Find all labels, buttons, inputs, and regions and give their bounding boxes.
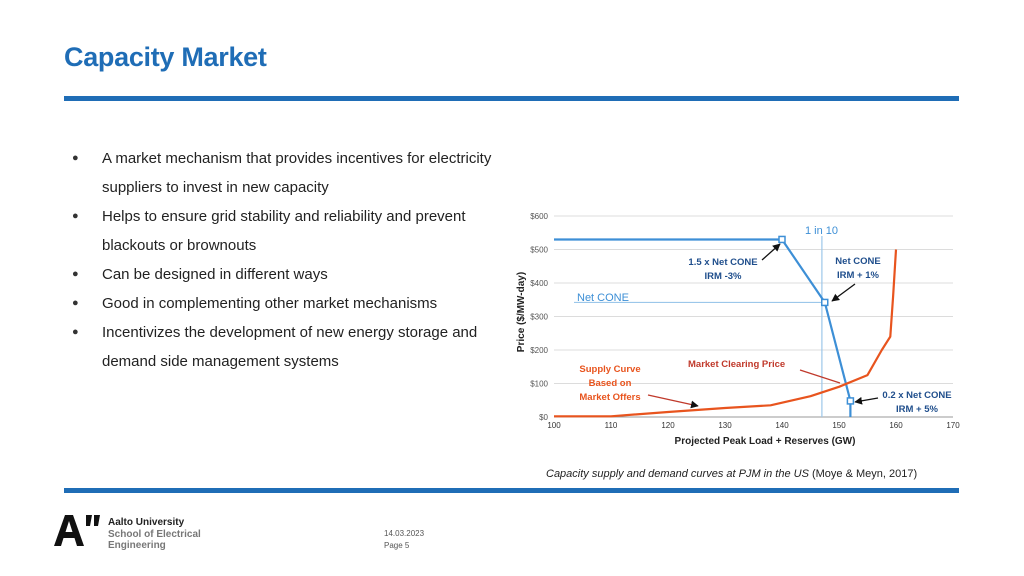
ref-label-net-cone: Net CONE [577,292,629,304]
arrow-net-cone [831,283,856,302]
y-axis-label: Price ($/MW-day) [516,272,527,352]
annotation-market-clearing-price: Market Clearing Price [688,359,785,370]
x-tick-label: 130 [718,421,732,430]
annotation-net-cone: Net CONE [835,256,880,267]
x-axis-label: Projected Peak Load + Reserves (GW) [675,436,856,447]
bullet-item: Helps to ensure grid stability and relia… [72,202,512,260]
bullet-item: A market mechanism that provides incenti… [72,144,512,202]
annotation-irm-plus-1: IRM + 1% [837,270,880,281]
y-tick-label: $500 [530,246,548,255]
slide-date: 14.03.2023 [384,529,425,538]
annotation-1-5x-net-cone: 1.5 x Net CONE [688,257,757,268]
university-name-block: Aalto University School of Electrical En… [108,517,201,552]
school-name-line-2: Engineering [108,540,166,551]
annotation-0-2x-net-cone: 0.2 x Net CONE [882,390,951,401]
capacity-chart: $0 $100 $200 $300 $400 $500 $600 100 110 120 130 14… [516,212,960,447]
annotation-irm-plus-5: IRM + 5% [896,404,939,415]
x-tick-label: 160 [889,421,903,430]
university-name: Aalto University [108,517,185,528]
bullet-item: Incentivizes the development of new ener… [72,318,512,376]
x-tick-label: 170 [946,421,960,430]
demand-point-marker [778,235,786,244]
arrow-1-5x [761,243,781,261]
demand-point-marker [821,298,829,307]
annotation-irm-minus-3: IRM -3% [705,271,743,282]
arrow-supply [647,394,699,409]
x-tick-label: 100 [547,421,561,430]
header-divider [64,96,959,101]
caption-source: (Moye & Meyn, 2017) [808,468,918,480]
x-tick-label: 110 [605,421,618,430]
footer-meta: 14.03.2023 Page 5 [384,528,424,552]
bullet-item: Can be designed in different ways [72,260,512,289]
y-tick-label: $100 [530,380,548,389]
y-tick-label: $200 [530,346,548,355]
y-tick-label: $0 [539,413,548,422]
annotation-supply-market-offers: Market Offers [579,392,640,403]
x-tick-label: 140 [775,421,789,430]
x-tick-label: 150 [832,421,846,430]
slide-title: Capacity Market [64,42,267,72]
y-tick-label: $600 [530,212,548,221]
x-tick-label: 120 [661,421,675,430]
arrow-0-2x [854,396,879,405]
footer-divider [64,488,959,493]
annotation-supply-curve: Supply Curve [579,364,640,375]
demand-point-marker [846,397,855,405]
bullet-item: Good in complementing other market mecha… [72,289,512,318]
y-tick-label: $400 [530,279,548,288]
y-tick-label: $300 [530,313,548,322]
school-name-line-1: School of Electrical [108,528,201,540]
annotation-supply-based-on: Based on [589,378,632,389]
arrow-market-clearing [799,369,841,384]
supply-curve-line [554,249,898,418]
page-number: Page 5 [384,541,410,550]
figure-caption: Capacity supply and demand curves at PJM… [546,468,917,480]
ref-label-1in10: 1 in 10 [805,225,838,237]
caption-text: Capacity supply and demand curves at PJM… [546,468,809,480]
bullet-list: A market mechanism that provides incenti… [72,144,512,376]
aalto-logo [54,515,100,546]
